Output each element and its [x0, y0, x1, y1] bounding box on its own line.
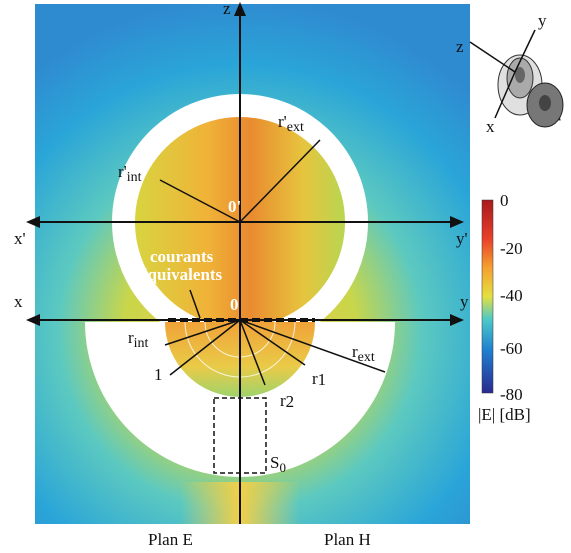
annotation: courants — [150, 247, 214, 266]
colorbar-tick: -40 — [500, 286, 523, 305]
colorbar-tick: 0 — [500, 191, 509, 210]
caption: Plan H — [324, 530, 371, 549]
inset-icon: z y x — [456, 11, 564, 136]
field-map — [35, 4, 470, 524]
colorbar-tick: -20 — [500, 239, 523, 258]
colorbar: 0 -20 -40 -60 -80 |E| [dB] — [478, 191, 531, 424]
labels: z x' y' x y 0' 0 r'ext r'int rint rext r… — [14, 0, 469, 549]
radius-label: 1 — [154, 365, 163, 384]
annotation: équivalents — [140, 265, 223, 284]
radius-label: r2 — [280, 391, 294, 411]
surface-label: S0 — [270, 453, 286, 475]
axis-label: x' — [14, 229, 26, 248]
inset-axis: y — [538, 11, 547, 30]
radius-label: rint — [128, 328, 149, 351]
inset-axis: x — [486, 117, 495, 136]
axis-label: y' — [456, 229, 468, 248]
axis-label: y — [460, 292, 469, 311]
radius-label: r'int — [118, 162, 142, 185]
axis-label: x — [14, 292, 23, 311]
axes — [26, 2, 464, 524]
colorbar-tick: -80 — [500, 385, 523, 404]
inset-axis: z — [456, 37, 464, 56]
origin-label: 0' — [228, 197, 241, 216]
colorbar-unit: |E| [dB] — [478, 405, 531, 424]
radius-label: r1 — [312, 369, 326, 389]
radius-label: r'ext — [278, 112, 304, 135]
origin-label: 0 — [230, 295, 239, 314]
axis-label: z — [223, 0, 231, 18]
radius-label: rext — [352, 342, 375, 365]
caption: Plan E — [148, 530, 193, 549]
colorbar-tick: -60 — [500, 339, 523, 358]
